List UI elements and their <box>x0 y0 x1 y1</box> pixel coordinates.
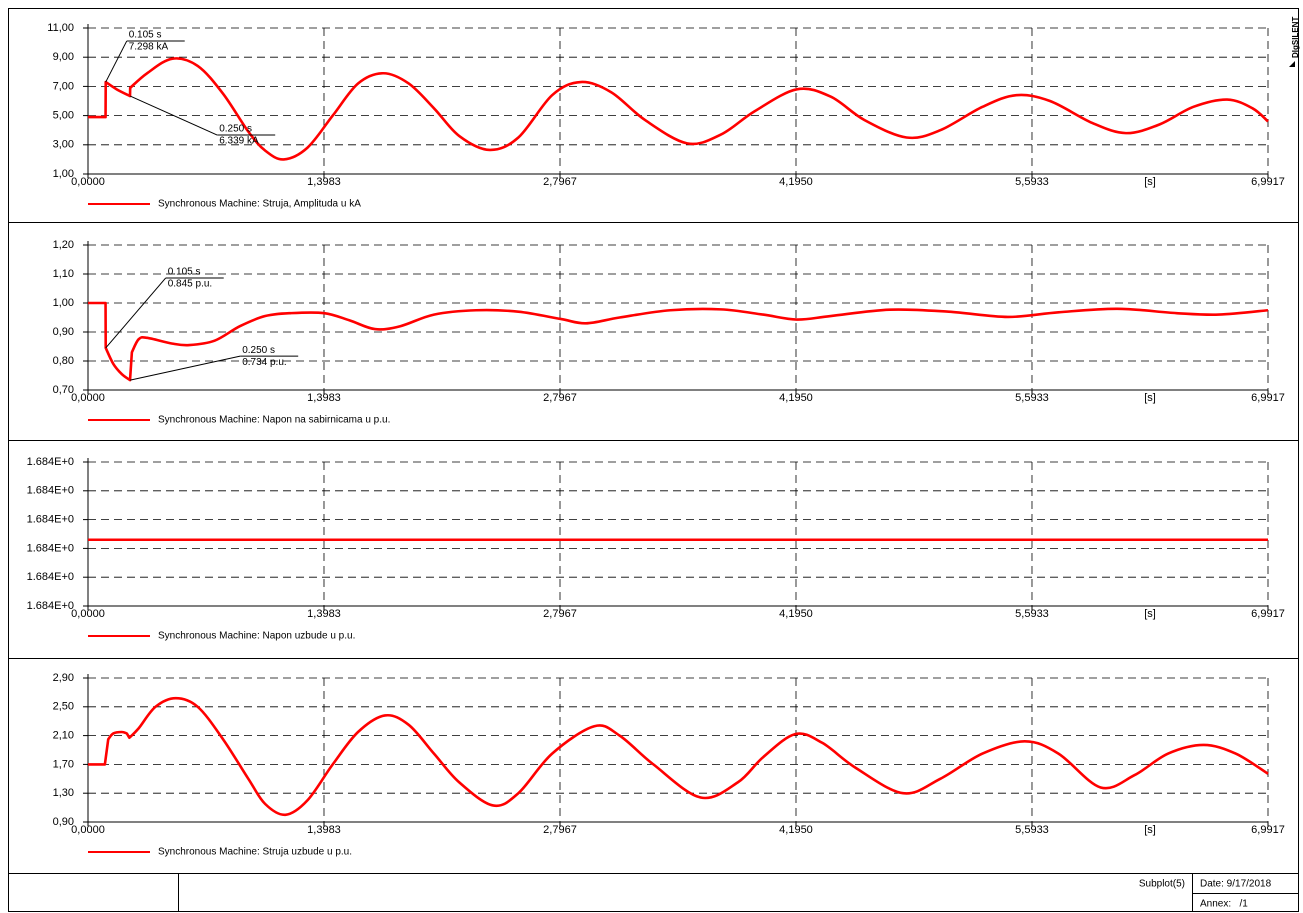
annotation-y-label: 0.845 p.u. <box>168 279 212 290</box>
y-tick-label: 5,00 <box>53 110 74 122</box>
y-tick-label: 1,00 <box>53 297 74 309</box>
y-tick-label: 1,30 <box>53 787 74 799</box>
x-tick-label: 1,3983 <box>307 824 341 836</box>
y-tick-label: 9,00 <box>53 51 74 63</box>
brand-icon <box>1289 61 1295 67</box>
x-tick-label: 1,3983 <box>307 608 341 620</box>
series-line <box>87 696 1269 817</box>
x-unit: [s] <box>1144 608 1156 620</box>
x-unit: [s] <box>1144 824 1156 836</box>
y-tick-label: 1.684E+0 <box>27 456 74 468</box>
x-tick-label: 0,0000 <box>71 392 105 404</box>
legend-label: Synchronous Machine: Struja uzbude u p.u… <box>158 847 352 858</box>
y-tick-label: 1.684E+0 <box>27 571 74 583</box>
y-tick-label: 1.684E+0 <box>27 485 74 497</box>
annotation-x-label: 0.250 s <box>242 345 275 356</box>
y-tick-label: 3,00 <box>53 139 74 151</box>
annotation-leader <box>129 95 218 136</box>
annotation-x-label: 0.105 s <box>129 30 162 41</box>
y-tick-label: 1.684E+0 <box>27 542 74 554</box>
x-tick-label: 4,1950 <box>779 176 813 188</box>
sheet-border <box>8 8 1299 912</box>
annotation-leader <box>130 355 241 381</box>
x-tick-label: 6,9917 <box>1251 608 1285 620</box>
footer-annex: Annex: /1 <box>1200 899 1248 910</box>
y-tick-label: 1,20 <box>53 239 74 251</box>
x-tick-label: 2,7967 <box>543 824 577 836</box>
y-tick-label: 11,00 <box>47 22 74 34</box>
annotation-x-label: 0.105 s <box>168 267 201 278</box>
y-tick-label: 0,80 <box>53 355 74 367</box>
x-tick-label: 0,0000 <box>71 176 105 188</box>
x-tick-label: 1,3983 <box>307 176 341 188</box>
y-tick-label: 1,10 <box>53 268 74 280</box>
x-tick-label: 0,0000 <box>71 608 105 620</box>
x-tick-label: 4,1950 <box>779 608 813 620</box>
y-tick-label: 0,90 <box>53 816 74 828</box>
y-tick-label: 0,70 <box>53 384 74 396</box>
x-unit: [s] <box>1144 176 1156 188</box>
x-tick-label: 5,5933 <box>1015 392 1049 404</box>
y-tick-label: 2,90 <box>53 672 74 684</box>
y-tick-label: 1.684E+0 <box>27 600 74 612</box>
y-tick-label: 7,00 <box>53 80 74 92</box>
y-tick-label: 1,00 <box>53 168 74 180</box>
y-tick-label: 2,10 <box>53 730 74 742</box>
x-tick-label: 5,5933 <box>1015 824 1049 836</box>
x-tick-label: 1,3983 <box>307 392 341 404</box>
annotation-leader <box>105 40 128 83</box>
x-tick-label: 2,7967 <box>543 392 577 404</box>
legend-label: Synchronous Machine: Napon na sabirnicam… <box>158 415 390 426</box>
x-tick-label: 5,5933 <box>1015 176 1049 188</box>
series-line <box>88 301 1269 382</box>
footer-date: Date: 9/17/2018 <box>1200 879 1272 890</box>
x-tick-label: 0,0000 <box>71 824 105 836</box>
x-tick-label: 6,9917 <box>1251 176 1285 188</box>
x-unit: [s] <box>1144 392 1156 404</box>
y-tick-label: 1,70 <box>53 758 74 770</box>
x-tick-label: 2,7967 <box>543 176 577 188</box>
legend-label: Synchronous Machine: Struja, Amplituda u… <box>158 199 361 210</box>
y-tick-label: 1.684E+0 <box>27 514 74 526</box>
annotation-y-label: 6.339 kA <box>219 136 259 147</box>
y-tick-label: 2,50 <box>53 701 74 713</box>
y-tick-label: 0,90 <box>53 326 74 338</box>
annotation-y-label: 0.734 p.u. <box>242 357 286 368</box>
annotation-x-label: 0.250 s <box>219 124 252 135</box>
x-tick-label: 5,5933 <box>1015 608 1049 620</box>
annotation-leader <box>105 277 167 349</box>
x-tick-label: 4,1950 <box>779 392 813 404</box>
legend-label: Synchronous Machine: Napon uzbude u p.u. <box>158 631 355 642</box>
x-tick-label: 4,1950 <box>779 824 813 836</box>
series-line <box>88 57 1269 161</box>
annotation-y-label: 7.298 kA <box>129 42 169 53</box>
footer-subplot: Subplot(5) <box>1139 879 1185 890</box>
x-tick-label: 6,9917 <box>1251 392 1285 404</box>
x-tick-label: 6,9917 <box>1251 824 1285 836</box>
x-tick-label: 2,7967 <box>543 608 577 620</box>
brand: DIgSILENT <box>1291 17 1300 58</box>
